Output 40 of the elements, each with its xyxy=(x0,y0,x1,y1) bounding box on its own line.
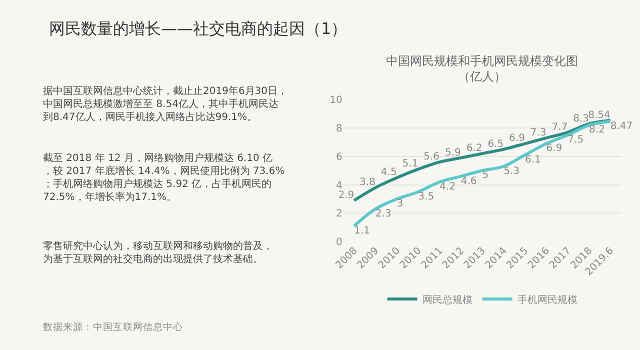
data-label: 1.1 xyxy=(354,225,370,236)
data-label: 6.9 xyxy=(509,133,525,144)
y-tick-label: 6 xyxy=(336,152,342,163)
data-label: 6.2 xyxy=(466,143,482,154)
legend-label: 网民总规模 xyxy=(422,294,472,306)
data-label: 4.2 xyxy=(440,181,456,192)
text: 网民数量的增长——社交电商的起因（1） xyxy=(49,19,348,38)
data-label: 7.3 xyxy=(530,127,546,138)
source-note: 数据来源：中国互联网信息中心 xyxy=(43,321,183,333)
data-label: 6.1 xyxy=(524,154,541,166)
text: 据中国互联网信息中心统计，截止止2019年6月30日，中国网民总规模激增至至 8.54亿人，其中手机网民达到8.47亿人，网民手机接入网络占比达99.1%。 xyxy=(43,85,288,123)
chart-title: 中国网民规模和手机网民规模变化图（亿人） xyxy=(386,54,578,84)
data-label: 7.5 xyxy=(568,134,584,146)
text: 截至 2018 年 12 月，网络购物用户规模达 6.10 亿，较 2017 年底增长 14.4%，网民使用比例为 73.6%；手机网络购物用户规模达 5.92 亿，占手机网民的 72.5%，年增长率为17.1%。 xyxy=(43,152,285,203)
data-label: 2.3 xyxy=(375,208,392,220)
data-label: 8.2 xyxy=(589,124,605,136)
y-tick-label: 10 xyxy=(330,95,342,106)
y-tick-label: 2 xyxy=(336,208,342,220)
data-label: 8.47 xyxy=(610,120,633,132)
text: 零售研究中心认为，移动互联网和移动购物的普及，为基于互联网的社交电商的出现提供了技术基础。 xyxy=(43,240,273,265)
data-label: 7.7 xyxy=(552,122,568,133)
data-label: 3.8 xyxy=(360,177,376,188)
data-label: 8.54 xyxy=(588,110,610,121)
data-label: 3 xyxy=(396,198,404,210)
data-label: 4.6 xyxy=(460,176,477,187)
data-label: 5.3 xyxy=(504,166,520,177)
data-label: 2.9 xyxy=(338,190,354,201)
data-label: 6.9 xyxy=(546,143,562,154)
data-label: 8.3 xyxy=(573,113,590,124)
legend-label: 手机网民规模 xyxy=(517,294,578,306)
y-tick-label: 0 xyxy=(336,237,342,248)
data-label: 5.9 xyxy=(444,147,461,158)
y-tick-label: 8 xyxy=(336,124,342,135)
data-label: 5 xyxy=(482,170,489,182)
data-label: 3.5 xyxy=(418,191,434,202)
data-label: 5.6 xyxy=(424,152,440,163)
data-label: 6.5 xyxy=(488,138,504,150)
y-tick-label: 4 xyxy=(336,180,342,192)
data-label: 4.5 xyxy=(380,167,397,178)
data-label: 5.1 xyxy=(402,158,418,170)
